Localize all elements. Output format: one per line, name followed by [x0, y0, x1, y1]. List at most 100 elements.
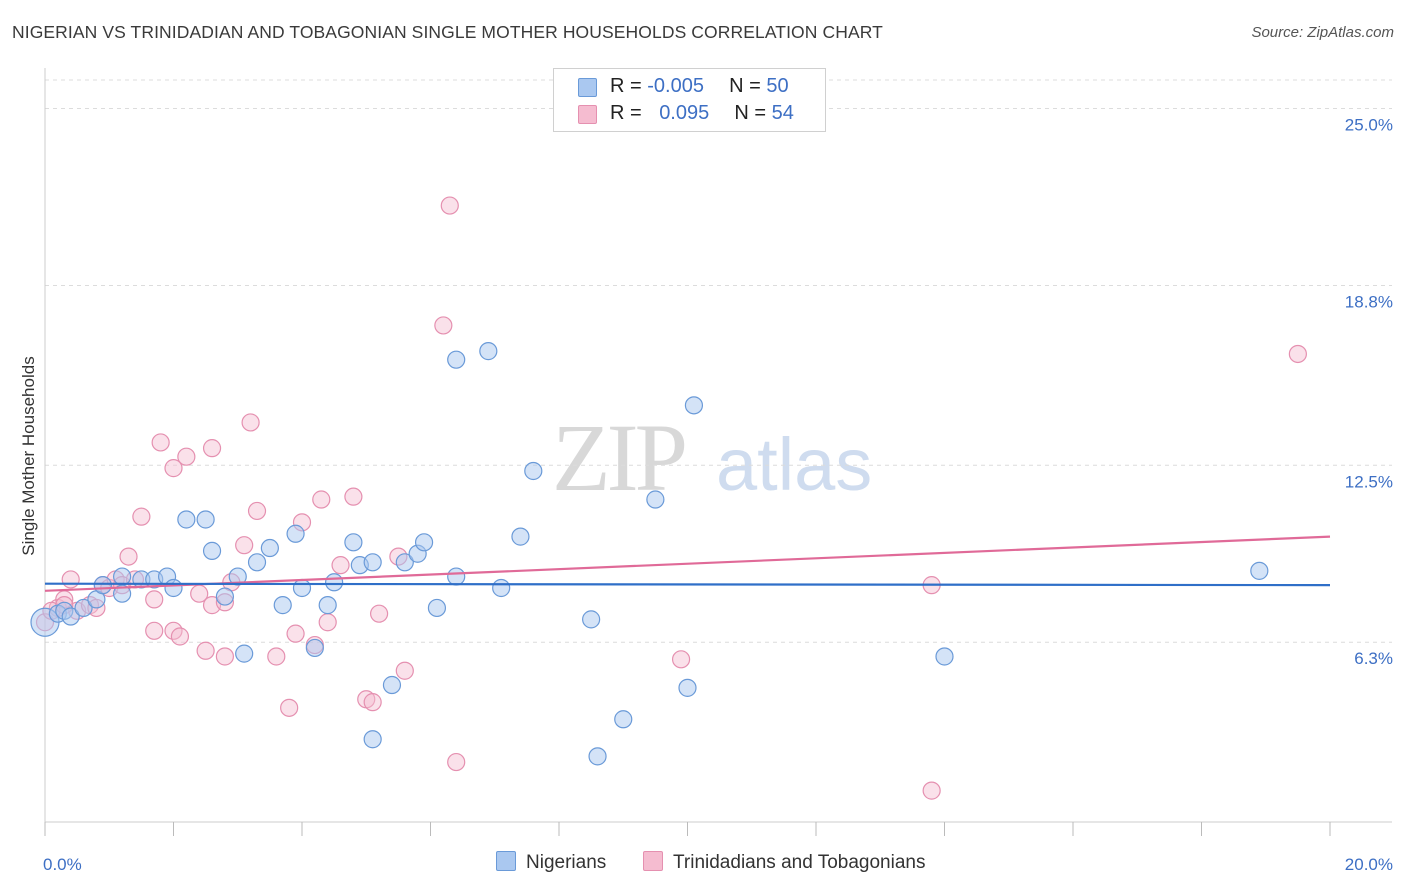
gridlines — [45, 79, 1392, 643]
legend-swatch-trinidadians — [578, 105, 597, 124]
nigerian-point — [935, 647, 954, 666]
trinidadian-point — [370, 604, 389, 623]
nigerian-point — [61, 607, 80, 626]
nigerian-point — [684, 396, 704, 415]
trinidadian-trend-line — [44, 535, 1331, 592]
legend-swatch-nigerians — [496, 851, 516, 871]
nigerian-point — [414, 533, 434, 552]
trinidadian-point — [164, 459, 183, 478]
legend-r-label: R = — [610, 102, 648, 124]
watermark-atlas: atlas — [716, 423, 872, 506]
trinidadian-point — [145, 590, 164, 609]
nigerian-point — [479, 342, 498, 361]
trinidadian-point — [280, 698, 299, 717]
nigerian-point — [164, 578, 183, 598]
trinidadian-point — [151, 433, 170, 452]
trinidadian-point — [331, 556, 350, 575]
x-tick-label: 20.0% — [1345, 855, 1393, 874]
nigerian-point — [112, 567, 132, 586]
source-label: Source: ZipAtlas.com — [1251, 24, 1394, 41]
legend-label-nigerians: Nigerians — [526, 852, 607, 873]
nigerian-point — [273, 596, 292, 615]
trinidadian-point — [170, 627, 190, 646]
nigerian-point — [395, 553, 414, 572]
nigerian-point — [235, 644, 254, 663]
x-tick-label: 0.0% — [43, 855, 82, 874]
nigerian-point — [318, 596, 337, 615]
trinidadian-point — [922, 781, 941, 800]
nigerian-point — [363, 730, 382, 749]
nigerian-point — [247, 553, 267, 572]
nigerian-point — [112, 584, 132, 603]
nigerian-point — [286, 524, 305, 543]
nigerian-point — [93, 576, 112, 595]
nigerian-point — [614, 710, 633, 729]
y-axis-label: Single Mother Households — [19, 356, 38, 555]
tick-labels: 6.3% 12.5% 18.8% 25.0% 0.0% 20.0% — [43, 116, 1393, 874]
nigerian-point — [363, 553, 382, 572]
nigerian-point — [260, 538, 279, 558]
trinidadian-point — [267, 647, 286, 666]
legend-swatch-trinidadians — [643, 851, 663, 871]
trinidadian-point — [145, 621, 164, 640]
trinidadian-point — [215, 647, 234, 666]
y-tick-label: 12.5% — [1345, 472, 1393, 491]
trinidadian-point — [61, 570, 80, 589]
trinidadian-point — [434, 316, 453, 335]
y-tick-label: 25.0% — [1345, 116, 1393, 135]
trinidadian-point — [241, 413, 260, 432]
nigerian-point — [492, 578, 511, 598]
trinidadian-point — [395, 661, 414, 680]
axes — [44, 68, 1392, 836]
nigerian-point — [196, 510, 215, 529]
legend-n-value: 54 — [771, 102, 794, 124]
nigerian-point — [325, 573, 344, 592]
watermark: ZIP atlas — [552, 404, 872, 511]
trinidadian-point — [132, 507, 151, 526]
trinidadian-point — [286, 624, 305, 643]
nigerian-point — [582, 610, 601, 629]
nigerian-point — [74, 598, 93, 618]
nigerian-point — [228, 567, 247, 586]
trinidadian-point — [344, 487, 363, 506]
nigerian-point — [1250, 561, 1269, 580]
nigerian-point — [292, 578, 312, 598]
trinidadian-point — [312, 490, 331, 509]
trend-lines — [44, 535, 1331, 592]
trinidadian-point — [196, 641, 215, 660]
nigerian-point — [447, 350, 466, 369]
legend-r-value: -0.005 — [647, 75, 704, 97]
nigerian-point — [678, 678, 697, 697]
nigerian-point — [588, 747, 607, 766]
nigerian-point — [427, 598, 447, 618]
nigerian-point — [511, 527, 530, 546]
chart-title: NIGERIAN VS TRINIDADIAN AND TOBAGONIAN S… — [12, 22, 883, 42]
legend-r-label: R = — [610, 75, 648, 97]
nigerian-point — [382, 675, 402, 695]
trinidadian-point — [447, 752, 466, 772]
nigerian-point — [646, 490, 665, 509]
trinidadian-point — [440, 196, 459, 215]
trinidadian-point — [235, 536, 254, 555]
trinidadian-point — [202, 439, 222, 458]
nigerian-point — [202, 541, 222, 560]
watermark-zip: ZIP — [552, 404, 685, 511]
trinidadian-point — [247, 501, 267, 521]
correlation-legend: R = -0.005 N = 50 R = 0.095 N = 54 — [553, 68, 826, 132]
nigerian-point — [305, 638, 324, 658]
y-tick-label: 6.3% — [1354, 649, 1393, 668]
trinidadian-point — [177, 447, 196, 466]
legend-swatch-nigerians — [578, 78, 597, 97]
y-tick-label: 18.8% — [1345, 292, 1393, 311]
nigerian-point — [177, 510, 196, 529]
nigerian-trend-line — [44, 582, 1331, 587]
bottom-legend-nigerians: Nigerians — [496, 851, 606, 874]
trinidadian-point — [119, 547, 138, 566]
trinidadian-point — [363, 693, 382, 712]
legend-n-label: N = — [734, 102, 772, 124]
nigerian-point — [447, 567, 466, 586]
trinidadian-point — [1288, 344, 1307, 364]
legend-r-value: 0.095 — [659, 102, 710, 124]
legend-n-label: N = — [729, 75, 767, 97]
